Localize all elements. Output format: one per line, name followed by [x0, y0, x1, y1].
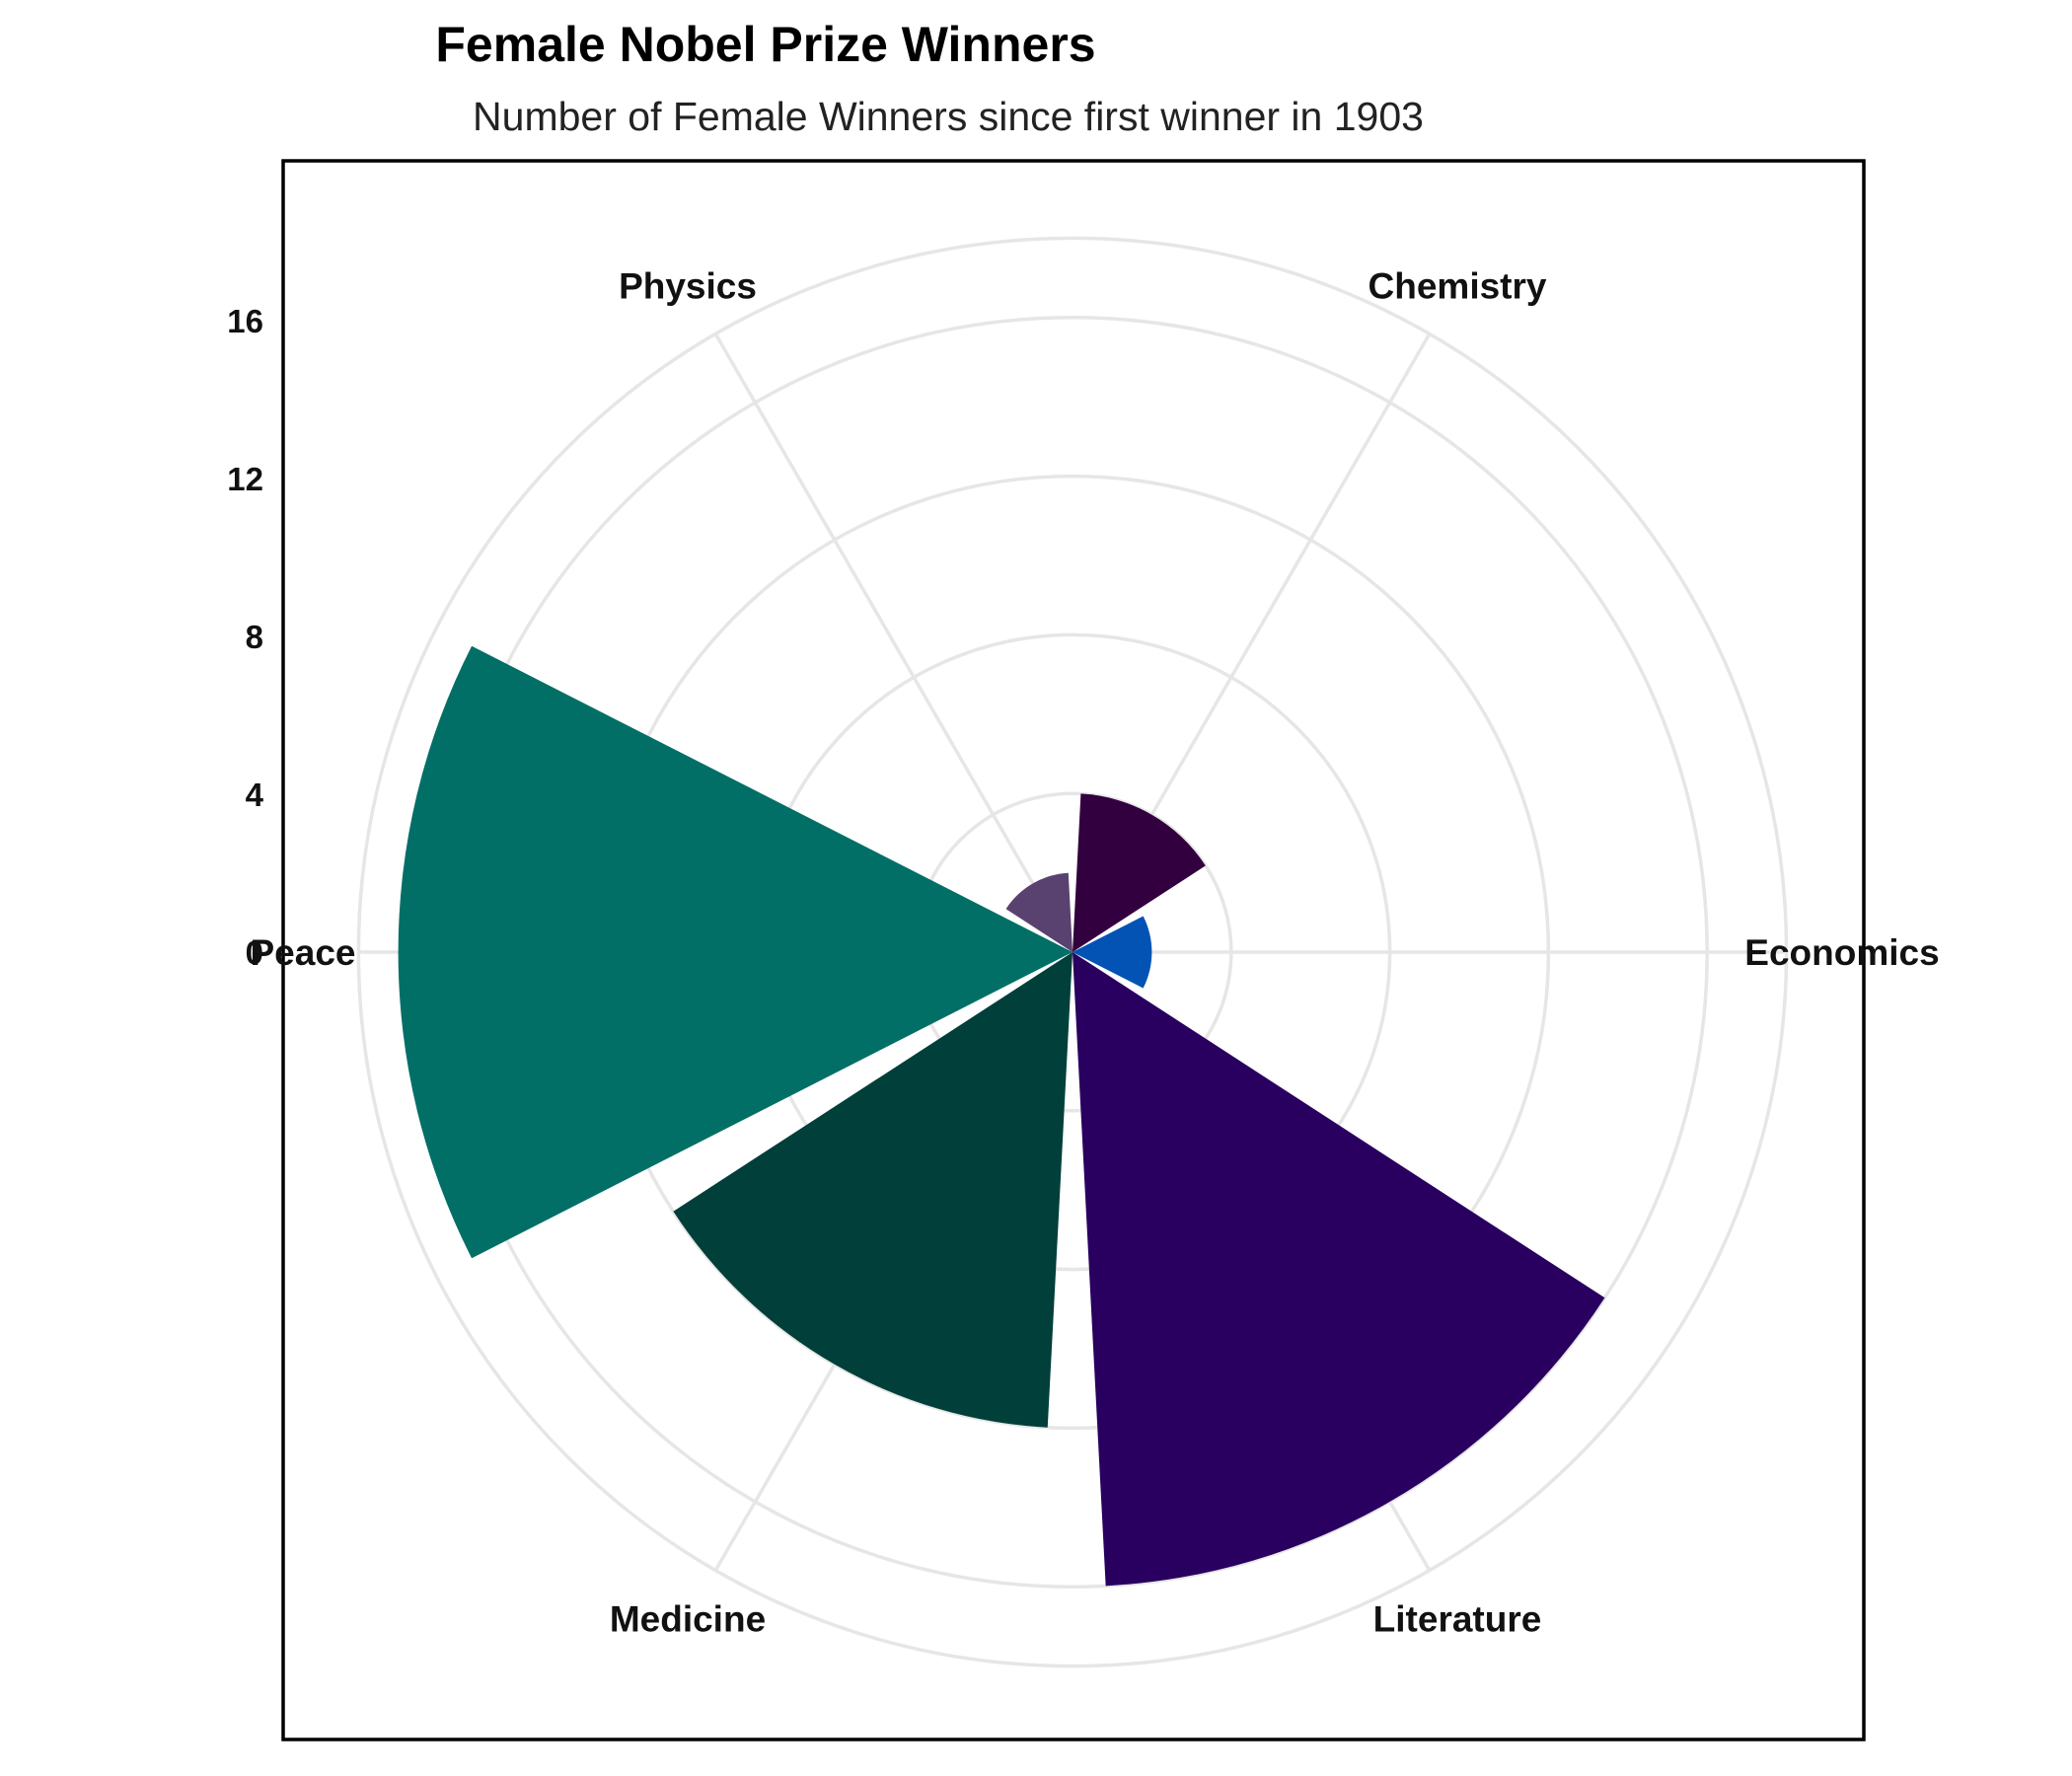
chart-subtitle: Number of Female Winners since first win…	[473, 94, 1424, 139]
bar-physics	[1005, 872, 1073, 952]
category-label-economics: Economics	[1744, 932, 1939, 973]
category-label-physics: Physics	[619, 266, 757, 307]
category-label-medicine: Medicine	[610, 1598, 766, 1639]
radial-tick-label: 4	[246, 777, 264, 813]
bar-economics	[1073, 916, 1152, 989]
radial-tick-label: 12	[227, 461, 263, 497]
category-label-peace: Peace	[251, 932, 356, 973]
bar-literature	[1073, 952, 1605, 1587]
radial-tick-label: 0	[246, 934, 263, 971]
category-label-literature: Literature	[1373, 1598, 1542, 1639]
bar-group	[398, 645, 1605, 1587]
category-label-group: Economics Chemistry Physics Peace Medicine Li…	[251, 266, 1940, 1640]
bar-peace	[398, 645, 1073, 1259]
radial-axis-ticks: 0 4 8 12 16	[227, 303, 263, 971]
grid-spoke	[713, 333, 1074, 953]
category-label-chemistry: Chemistry	[1369, 266, 1547, 307]
bar-medicine	[673, 952, 1073, 1428]
radial-tick-label: 16	[227, 303, 263, 339]
plot-frame	[281, 159, 1866, 1741]
chart-title: Female Nobel Prize Winners	[435, 17, 1095, 72]
radial-tick-label: 8	[246, 619, 263, 655]
bar-chemistry	[1073, 793, 1206, 952]
